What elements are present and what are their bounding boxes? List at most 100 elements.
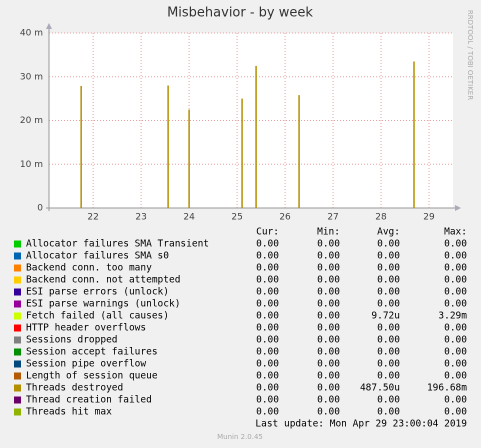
legend-swatch	[14, 396, 21, 404]
chart-title: Misbehavior - by week	[167, 6, 313, 21]
legend-name: Threads destroyed	[26, 383, 123, 394]
legend-value: 0.00	[317, 395, 340, 406]
legend-swatch	[14, 336, 21, 344]
y-tick-label: 20 m	[20, 116, 43, 126]
legend-value: 0.00	[444, 323, 467, 334]
legend-value: 0.00	[256, 239, 279, 250]
legend-value: 0.00	[317, 407, 340, 418]
legend-swatch	[14, 276, 21, 284]
legend-value: 0.00	[377, 287, 400, 298]
legend-value: 9.72u	[371, 311, 400, 322]
legend-value: 0.00	[444, 263, 467, 274]
legend-value: 0.00	[377, 251, 400, 262]
legend-swatch	[14, 360, 21, 368]
x-tick-label: 24	[183, 213, 195, 223]
legend-value: 0.00	[317, 299, 340, 310]
legend-name: Session accept failures	[26, 347, 158, 358]
x-tick-label: 29	[423, 213, 435, 223]
legend-name: Session pipe overflow	[26, 359, 146, 370]
legend-name: Length of session queue	[26, 371, 158, 382]
legend-value: 0.00	[444, 275, 467, 286]
legend-value: 0.00	[256, 299, 279, 310]
legend-value: 0.00	[256, 323, 279, 334]
legend-value: 0.00	[444, 299, 467, 310]
legend-value: 0.00	[377, 239, 400, 250]
legend-value: 0.00	[256, 371, 279, 382]
legend-swatch	[14, 348, 21, 356]
legend-value: 0.00	[256, 251, 279, 262]
legend-value: 0.00	[317, 251, 340, 262]
legend-header: Max:	[444, 227, 467, 238]
axis-arrow	[455, 205, 461, 211]
legend-value: 0.00	[377, 275, 400, 286]
x-tick-label: 25	[231, 213, 242, 223]
legend-value: 0.00	[377, 347, 400, 358]
legend-value: 487.50u	[360, 383, 400, 394]
y-tick-label: 40 m	[20, 29, 43, 39]
legend-name: HTTP header overflows	[26, 323, 146, 334]
legend-name: ESI parse errors (unlock)	[26, 287, 169, 298]
legend-value: 0.00	[256, 407, 279, 418]
legend-value: 0.00	[317, 311, 340, 322]
y-tick-label: 10 m	[20, 160, 43, 170]
legend-value: 0.00	[256, 359, 279, 370]
legend-header: Cur:	[256, 227, 279, 238]
legend-value: 0.00	[444, 371, 467, 382]
x-tick-label: 28	[375, 213, 387, 223]
legend-name: Allocator failures SMA s0	[26, 251, 169, 262]
legend-value: 0.00	[444, 359, 467, 370]
legend-value: 0.00	[317, 275, 340, 286]
legend-name: Backend conn. not attempted	[26, 275, 180, 286]
legend-swatch	[14, 240, 21, 248]
legend-value: 0.00	[444, 347, 467, 358]
legend-value: 0.00	[444, 395, 467, 406]
legend-value: 0.00	[256, 395, 279, 406]
x-tick-label: 27	[327, 213, 338, 223]
x-tick-label: 22	[87, 213, 98, 223]
legend-value: 0.00	[377, 263, 400, 274]
legend-swatch	[14, 408, 21, 416]
legend-value: 0.00	[317, 239, 340, 250]
legend-value: 0.00	[317, 335, 340, 346]
legend-value: 0.00	[377, 323, 400, 334]
legend-value: 0.00	[256, 263, 279, 274]
legend-value: 0.00	[317, 371, 340, 382]
legend-value: 0.00	[444, 335, 467, 346]
legend-swatch	[14, 300, 21, 308]
legend-name: Backend conn. too many	[26, 263, 152, 274]
last-update: Last update: Mon Apr 29 23:00:04 2019	[255, 419, 467, 430]
legend-value: 0.00	[377, 335, 400, 346]
y-tick-label: 30 m	[20, 72, 43, 82]
legend-value: 0.00	[377, 407, 400, 418]
legend-value: 0.00	[317, 287, 340, 298]
legend-value: 196.68m	[427, 383, 467, 394]
legend-value: 0.00	[444, 251, 467, 262]
legend-value: 0.00	[317, 347, 340, 358]
legend-value: 0.00	[317, 359, 340, 370]
footer: Munin 2.0.45	[217, 433, 263, 441]
legend-value: 0.00	[256, 335, 279, 346]
y-tick-label: 0	[37, 204, 43, 214]
legend-name: Allocator failures SMA Transient	[26, 239, 209, 250]
legend-value: 3.29m	[438, 311, 467, 322]
legend-value: 0.00	[317, 323, 340, 334]
legend-value: 0.00	[444, 239, 467, 250]
legend-value: 0.00	[256, 287, 279, 298]
legend-name: Sessions dropped	[26, 335, 118, 346]
axis-arrow	[46, 23, 52, 29]
legend-value: 0.00	[256, 275, 279, 286]
legend-header: Avg:	[377, 227, 400, 238]
legend-swatch	[14, 384, 21, 392]
legend-name: Fetch failed (all causes)	[26, 311, 169, 322]
legend-value: 0.00	[317, 383, 340, 394]
legend-value: 0.00	[444, 287, 467, 298]
legend-swatch	[14, 372, 21, 380]
legend-value: 0.00	[256, 347, 279, 358]
legend-header: Min:	[317, 227, 340, 238]
legend-value: 0.00	[256, 383, 279, 394]
legend-swatch	[14, 252, 21, 260]
legend-name: Thread creation failed	[26, 395, 152, 406]
legend-value: 0.00	[444, 407, 467, 418]
legend-value: 0.00	[377, 359, 400, 370]
